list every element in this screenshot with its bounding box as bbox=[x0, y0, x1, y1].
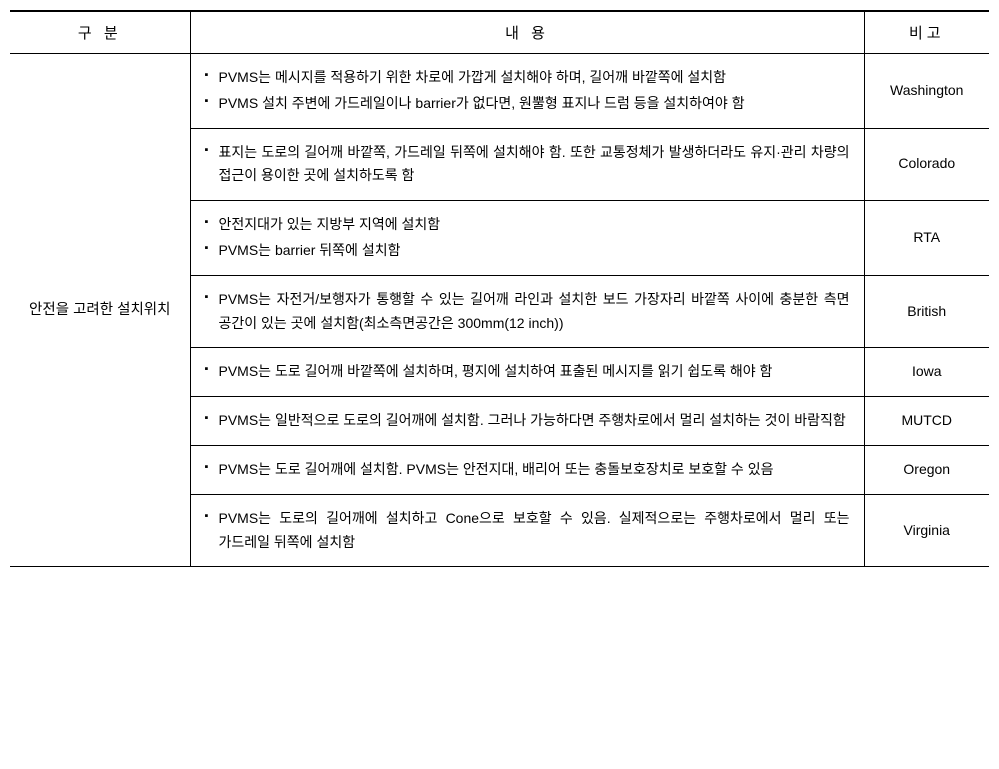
bullet-list: PVMS는 도로 길어깨에 설치함. PVMS는 안전지대, 배리어 또는 충돌… bbox=[205, 458, 850, 482]
note-cell: Washington bbox=[864, 54, 989, 129]
content-cell: PVMS는 도로 길어깨 바깥쪽에 설치하며, 평지에 설치하여 표출된 메시지… bbox=[190, 348, 864, 397]
bullet-list: PVMS는 일반적으로 도로의 길어깨에 설치함. 그러나 가능하다면 주행차로… bbox=[205, 409, 850, 433]
content-cell: 표지는 도로의 길어깨 바깥쪽, 가드레일 뒤쪽에 설치해야 함. 또한 교통정… bbox=[190, 128, 864, 201]
header-content: 내 용 bbox=[190, 11, 864, 54]
bullet-item: PVMS는 도로의 길어깨에 설치하고 Cone으로 보호할 수 있음. 실제적… bbox=[205, 507, 850, 555]
category-cell: 안전을 고려한 설치위치 bbox=[10, 54, 190, 567]
note-cell: British bbox=[864, 275, 989, 348]
installation-safety-table: 구 분 내 용 비고 안전을 고려한 설치위치 PVMS는 메시지를 적용하기 … bbox=[10, 10, 989, 567]
table-header-row: 구 분 내 용 비고 bbox=[10, 11, 989, 54]
bullet-item: PVMS 설치 주변에 가드레일이나 barrier가 없다면, 원뿔형 표지나… bbox=[205, 92, 850, 116]
bullet-list: PVMS는 도로 길어깨 바깥쪽에 설치하며, 평지에 설치하여 표출된 메시지… bbox=[205, 360, 850, 384]
bullet-list: PVMS는 메시지를 적용하기 위한 차로에 가깝게 설치해야 하며, 길어깨 … bbox=[205, 66, 850, 116]
table-row: 안전을 고려한 설치위치 PVMS는 메시지를 적용하기 위한 차로에 가깝게 … bbox=[10, 54, 989, 129]
header-category: 구 분 bbox=[10, 11, 190, 54]
bullet-item: 안전지대가 있는 지방부 지역에 설치함 bbox=[205, 213, 850, 237]
bullet-item: PVMS는 도로 길어깨에 설치함. PVMS는 안전지대, 배리어 또는 충돌… bbox=[205, 458, 850, 482]
note-cell: RTA bbox=[864, 201, 989, 276]
note-cell: Colorado bbox=[864, 128, 989, 201]
header-note: 비고 bbox=[864, 11, 989, 54]
content-cell: PVMS는 도로의 길어깨에 설치하고 Cone으로 보호할 수 있음. 실제적… bbox=[190, 494, 864, 567]
note-cell: Virginia bbox=[864, 494, 989, 567]
note-cell: MUTCD bbox=[864, 397, 989, 446]
content-cell: PVMS는 메시지를 적용하기 위한 차로에 가깝게 설치해야 하며, 길어깨 … bbox=[190, 54, 864, 129]
bullet-item: PVMS는 도로 길어깨 바깥쪽에 설치하며, 평지에 설치하여 표출된 메시지… bbox=[205, 360, 850, 384]
content-cell: PVMS는 자전거/보행자가 통행할 수 있는 길어깨 라인과 설치한 보드 가… bbox=[190, 275, 864, 348]
bullet-item: PVMS는 barrier 뒤쪽에 설치함 bbox=[205, 239, 850, 263]
bullet-item: PVMS는 메시지를 적용하기 위한 차로에 가깝게 설치해야 하며, 길어깨 … bbox=[205, 66, 850, 90]
note-cell: Iowa bbox=[864, 348, 989, 397]
bullet-list: PVMS는 자전거/보행자가 통행할 수 있는 길어깨 라인과 설치한 보드 가… bbox=[205, 288, 850, 336]
bullet-list: 표지는 도로의 길어깨 바깥쪽, 가드레일 뒤쪽에 설치해야 함. 또한 교통정… bbox=[205, 141, 850, 189]
content-cell: 안전지대가 있는 지방부 지역에 설치함 PVMS는 barrier 뒤쪽에 설… bbox=[190, 201, 864, 276]
content-cell: PVMS는 도로 길어깨에 설치함. PVMS는 안전지대, 배리어 또는 충돌… bbox=[190, 445, 864, 494]
bullet-list: PVMS는 도로의 길어깨에 설치하고 Cone으로 보호할 수 있음. 실제적… bbox=[205, 507, 850, 555]
bullet-list: 안전지대가 있는 지방부 지역에 설치함 PVMS는 barrier 뒤쪽에 설… bbox=[205, 213, 850, 263]
bullet-item: 표지는 도로의 길어깨 바깥쪽, 가드레일 뒤쪽에 설치해야 함. 또한 교통정… bbox=[205, 141, 850, 189]
note-cell: Oregon bbox=[864, 445, 989, 494]
content-cell: PVMS는 일반적으로 도로의 길어깨에 설치함. 그러나 가능하다면 주행차로… bbox=[190, 397, 864, 446]
bullet-item: PVMS는 자전거/보행자가 통행할 수 있는 길어깨 라인과 설치한 보드 가… bbox=[205, 288, 850, 336]
bullet-item: PVMS는 일반적으로 도로의 길어깨에 설치함. 그러나 가능하다면 주행차로… bbox=[205, 409, 850, 433]
